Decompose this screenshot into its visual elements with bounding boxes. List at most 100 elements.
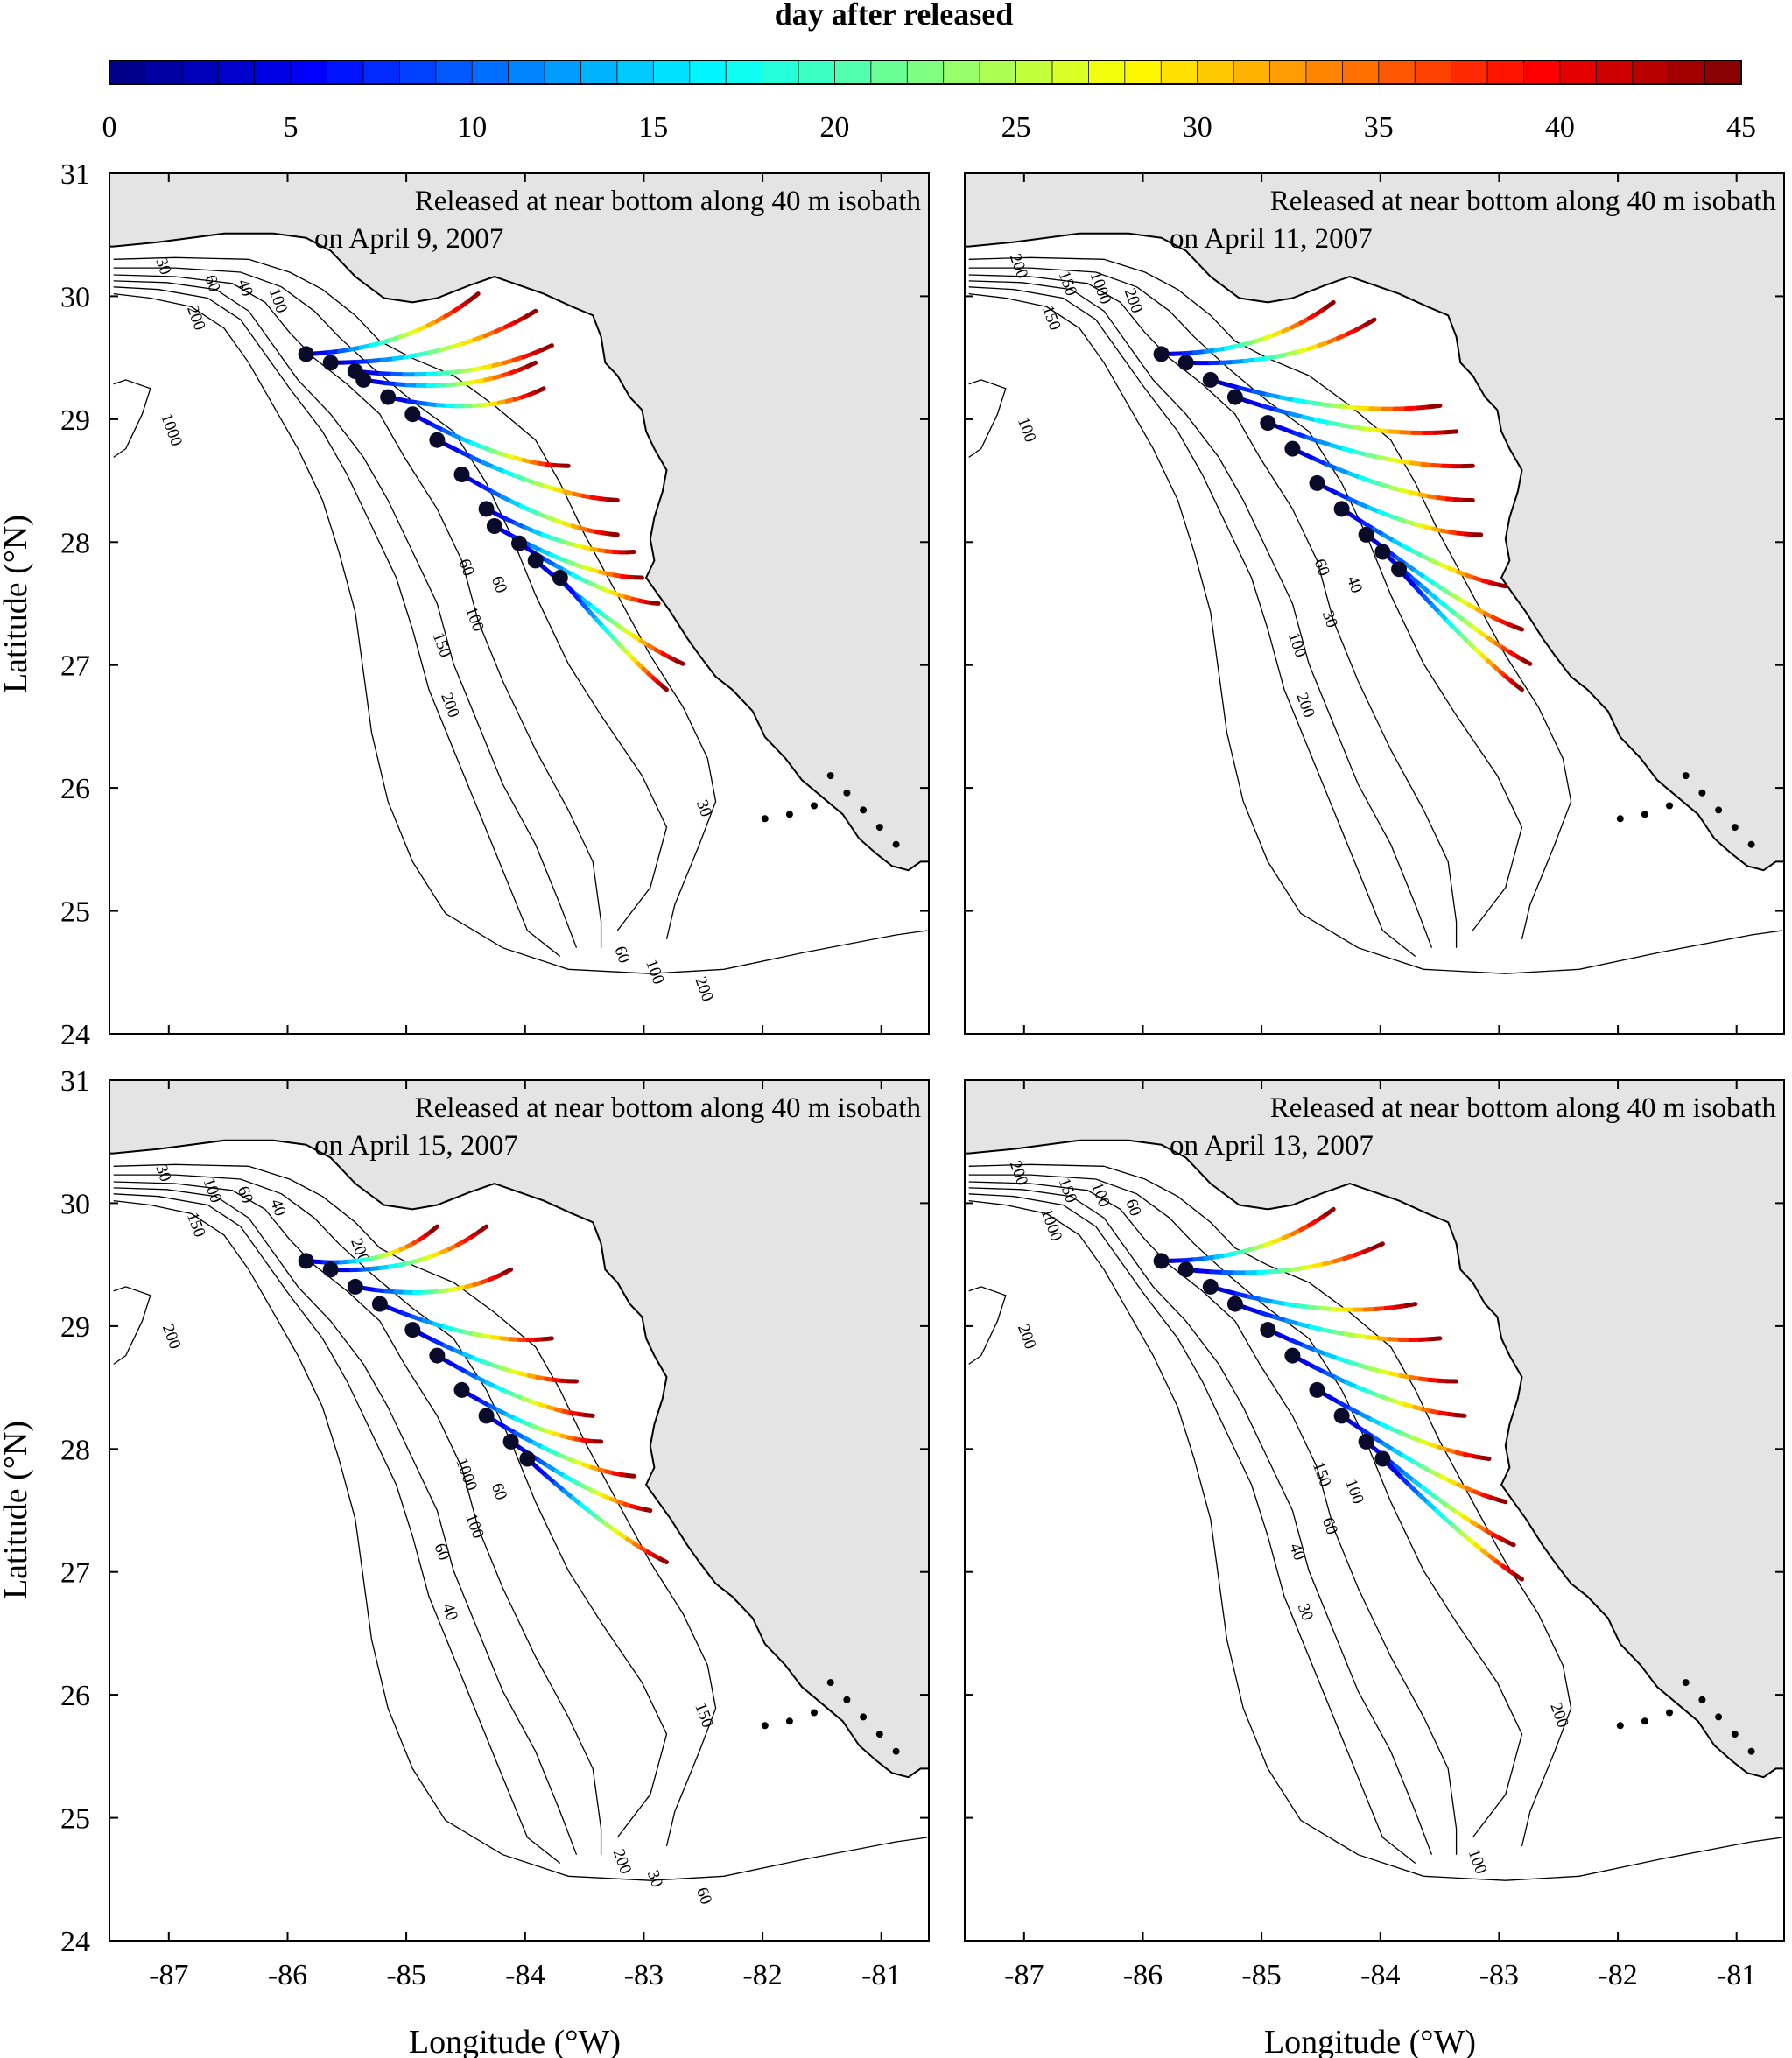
colorbar-tick-label: 40 [1545,111,1575,144]
y-tick-label: 28 [60,527,90,559]
colorbar-tick-label: 10 [457,111,487,144]
x-tick-label: -87 [1004,1959,1044,1991]
release-point [1284,440,1301,457]
trajectory-segment [1323,299,1336,311]
x-axis-label-left: Longitude (°W) [409,2024,621,2058]
trajectory-segment [1304,435,1322,444]
island-mark [1666,1709,1673,1717]
release-point [355,371,372,388]
release-annotation-line1: Released at near bottom along 40 m isoba… [415,186,922,217]
release-annotation-line2: on April 11, 2007 [1170,223,1373,255]
x-tick-label: -81 [861,1959,901,1991]
x-tick-label: -85 [386,1959,425,1991]
island-mark [785,811,793,818]
panel-frame [964,1079,1785,1942]
trajectory-segment [608,531,620,537]
particle-trajectories [298,1224,669,1564]
release-point [1226,1296,1243,1312]
colorbar-tick-label: 45 [1726,111,1756,144]
release-point [1260,1322,1276,1338]
trajectory-segment [1305,399,1323,407]
trajectory-segment [1221,1288,1239,1296]
colorbar-cell [398,60,437,85]
x-axis-label-right: Longitude (°W) [1264,2024,1476,2058]
isobath-line [968,379,1007,458]
release-point [527,552,544,569]
island-mark [860,806,868,814]
x-tick-label: -86 [268,1959,307,1991]
colorbar-cell [435,60,474,85]
y-axis-label-bottom: Latitude (°N) [0,1421,34,1599]
island-mark [875,1731,883,1738]
trajectory-segment [1278,425,1297,435]
y-tick-label: 31 [60,1065,90,1098]
release-point [511,535,527,551]
trajectory-segment [650,601,661,606]
y-tick-label: 26 [60,773,90,805]
colorbar-cell [870,60,909,85]
island-mark [1616,1722,1624,1730]
colorbar-cell [1160,60,1198,85]
colorbar-cells [109,60,1742,85]
trajectory-segment [1426,403,1443,410]
y-tick-label: 28 [60,1434,90,1466]
release-point [1374,544,1391,560]
trajectory-segment [1222,382,1242,390]
island-mark [826,1679,834,1687]
isobath-line [113,292,928,974]
isobath-line [968,1193,1416,1865]
isobath-line [113,280,578,948]
island-mark [1747,840,1755,848]
trajectory-segment [1261,404,1279,412]
colorbar-cell [254,60,292,85]
trajectory-segment [1291,430,1309,439]
trajectory-segment [674,658,685,666]
panel-frame [109,172,930,1035]
trajectory-segment [540,343,554,352]
y-tick-label: 27 [60,650,90,683]
trajectory-segment [477,1224,489,1234]
y-tick-label: 24 [60,1019,90,1051]
x-tick-label: -84 [505,1959,545,1991]
colorbar-cell [290,60,328,85]
x-tick-label: -82 [1598,1959,1637,1991]
trajectory-segment [1259,1310,1276,1319]
isobath-line [968,1286,1007,1365]
isobath-line [113,1163,717,1847]
colorbar-tick-label: 20 [819,111,849,144]
isobath-line [113,1174,668,1838]
island-mark [826,772,834,780]
release-point [1309,474,1325,491]
trajectory-segment [1371,1241,1385,1250]
isobath-line [968,1181,1458,1855]
colorbar-cell [1632,60,1670,85]
colorbar-tick-label: 30 [1183,111,1212,144]
isobath-line [968,292,1783,974]
y-tick-label: 30 [60,1188,90,1220]
release-point [478,501,495,517]
trajectory-segment [1454,1413,1467,1418]
trajectory-segment [1292,397,1311,404]
release-point [347,1278,363,1295]
release-point [371,1296,388,1312]
release-point [1333,1408,1350,1424]
island-mark [811,1709,818,1717]
release-point [1153,1253,1170,1269]
release-point [1177,355,1194,371]
colorbar-cell [689,60,727,85]
isobath-line [113,1193,561,1865]
island-mark [892,1747,900,1755]
y-axis-label-top: Latitude (°N) [0,515,34,693]
release-point [1202,371,1219,388]
island-mark [843,1696,851,1703]
release-point [1333,501,1350,517]
island-mark [1715,1713,1723,1721]
colorbar-frame [109,60,1742,85]
y-tick-label: 24 [60,1926,90,1958]
isobath-line [968,1187,1433,1855]
isobath-line [968,286,1416,958]
panel-frame [964,172,1785,1035]
colorbar-cell [798,60,836,85]
colorbar-cell [327,60,364,85]
